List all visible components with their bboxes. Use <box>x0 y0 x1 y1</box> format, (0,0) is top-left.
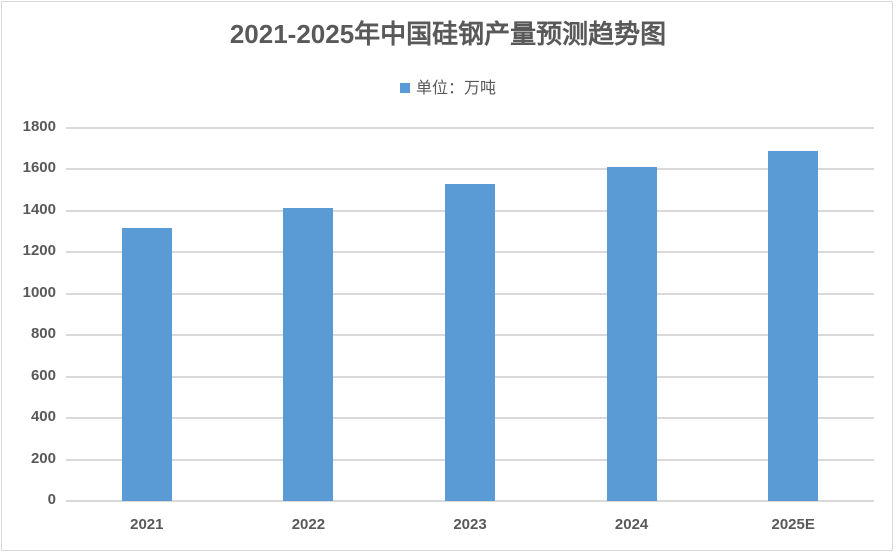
gridline <box>66 168 874 171</box>
x-tick-label: 2022 <box>291 516 326 533</box>
y-tick-label: 200 <box>30 449 56 467</box>
y-tick-label: 400 <box>30 408 56 426</box>
bar-2022[interactable] <box>283 207 334 501</box>
x-tick-label: 2024 <box>614 516 649 533</box>
y-tick-label: 800 <box>30 325 56 343</box>
y-tick-label: 1000 <box>22 283 56 301</box>
legend-label: 单位：万吨 <box>415 80 496 97</box>
bar-2021[interactable] <box>121 227 172 501</box>
y-tick-label: 0 <box>47 491 56 508</box>
gridline <box>66 127 874 129</box>
plot-area <box>66 127 874 502</box>
chart-title: 2021-2025年中国硅钢产量预测趋势图 <box>229 19 667 49</box>
y-tick-label: 600 <box>30 366 56 384</box>
x-tick-label: 2025E <box>771 516 815 533</box>
bar-2024[interactable] <box>606 166 657 501</box>
y-tick-label: 1200 <box>22 242 56 260</box>
x-tick-label: 2023 <box>453 516 487 533</box>
gridline <box>66 500 874 502</box>
legend-swatch-icon <box>399 82 410 93</box>
y-tick-label: 1800 <box>22 118 56 135</box>
y-tick-label: 1400 <box>22 200 56 218</box>
chart-legend: 单位：万吨 <box>0 74 896 98</box>
x-tick-label: 2021 <box>130 516 164 533</box>
bar-2023[interactable] <box>445 183 495 501</box>
y-tick-label: 1600 <box>22 159 56 177</box>
bar-2025E[interactable] <box>768 151 819 501</box>
